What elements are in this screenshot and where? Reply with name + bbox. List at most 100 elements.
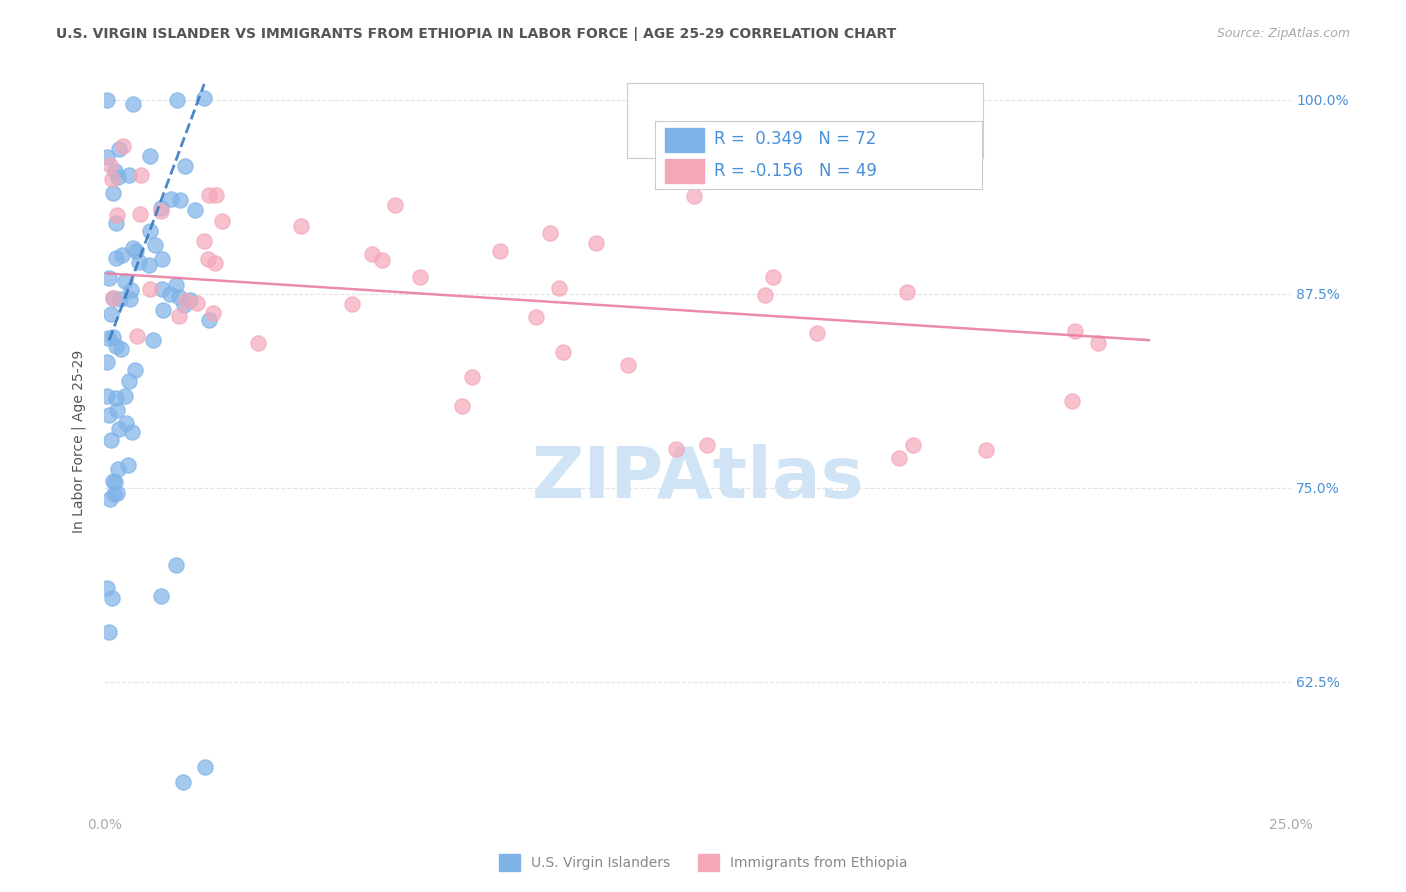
Point bbox=[159, 192, 181, 206]
Point bbox=[118, 168, 141, 182]
Point bbox=[100, 591, 122, 606]
Point bbox=[105, 391, 128, 405]
Point bbox=[211, 214, 233, 228]
Point bbox=[340, 297, 363, 311]
Point bbox=[111, 248, 134, 262]
Point bbox=[194, 760, 217, 774]
Point bbox=[142, 333, 165, 347]
Point bbox=[1087, 336, 1109, 351]
Point bbox=[104, 163, 127, 178]
Point bbox=[204, 256, 226, 270]
Point bbox=[108, 143, 131, 157]
Point bbox=[205, 188, 228, 202]
Point bbox=[114, 388, 136, 402]
Point bbox=[152, 303, 174, 318]
Point bbox=[105, 403, 128, 417]
Point bbox=[165, 277, 187, 292]
Point bbox=[150, 589, 173, 603]
Point bbox=[761, 270, 783, 285]
Point bbox=[1064, 324, 1087, 338]
Point bbox=[665, 442, 688, 456]
Point bbox=[139, 224, 162, 238]
Point bbox=[128, 254, 150, 268]
Point bbox=[100, 491, 122, 506]
Point bbox=[551, 344, 574, 359]
Point bbox=[124, 363, 146, 377]
Point bbox=[903, 438, 925, 452]
Point bbox=[101, 330, 124, 344]
Point bbox=[179, 293, 201, 308]
Point bbox=[896, 285, 918, 299]
Point bbox=[683, 189, 706, 203]
Point bbox=[754, 288, 776, 302]
Point bbox=[96, 581, 118, 595]
Point bbox=[585, 235, 607, 250]
Point bbox=[150, 252, 173, 267]
Point bbox=[121, 425, 143, 440]
Point bbox=[96, 93, 118, 107]
Point bbox=[174, 293, 197, 308]
Text: R =  0.349   N = 72: R = 0.349 N = 72 bbox=[714, 130, 876, 148]
Point bbox=[696, 438, 718, 452]
Point bbox=[104, 216, 127, 230]
Point bbox=[197, 252, 219, 267]
Point bbox=[101, 291, 124, 305]
Point bbox=[450, 399, 472, 413]
Point bbox=[193, 234, 215, 248]
Point bbox=[1060, 394, 1083, 409]
Point bbox=[98, 408, 121, 422]
Point bbox=[100, 307, 122, 321]
Point bbox=[120, 283, 142, 297]
Point bbox=[461, 370, 484, 384]
Point bbox=[143, 238, 166, 252]
Legend: U.S. Virgin Islanders, Immigrants from Ethiopia: U.S. Virgin Islanders, Immigrants from E… bbox=[494, 848, 912, 876]
Point bbox=[384, 198, 406, 212]
Point bbox=[111, 139, 134, 153]
Point bbox=[489, 244, 512, 258]
Point bbox=[172, 775, 194, 789]
Point bbox=[129, 168, 152, 182]
Point bbox=[96, 355, 118, 369]
Point bbox=[129, 207, 152, 221]
Point bbox=[107, 421, 129, 435]
Point bbox=[103, 487, 125, 501]
Point bbox=[193, 91, 215, 105]
Point bbox=[150, 281, 173, 295]
Point bbox=[169, 290, 191, 304]
Point bbox=[124, 244, 146, 259]
Point bbox=[186, 296, 208, 310]
Point bbox=[806, 326, 828, 340]
Point bbox=[360, 246, 382, 260]
Point bbox=[167, 309, 190, 323]
Point bbox=[96, 389, 118, 403]
Point bbox=[169, 193, 191, 207]
Point bbox=[100, 433, 122, 447]
Y-axis label: In Labor Force | Age 25-29: In Labor Force | Age 25-29 bbox=[72, 350, 86, 533]
Point bbox=[889, 451, 911, 466]
Point bbox=[120, 292, 142, 306]
Point bbox=[98, 624, 121, 639]
Bar bbox=[665, 128, 704, 152]
Point bbox=[104, 251, 127, 265]
Point bbox=[165, 558, 187, 573]
Point bbox=[290, 219, 312, 233]
Point bbox=[974, 442, 997, 457]
Point bbox=[108, 292, 131, 306]
Point bbox=[96, 150, 118, 164]
Bar bbox=[665, 159, 704, 183]
Point bbox=[538, 226, 561, 240]
Point bbox=[107, 462, 129, 476]
Point bbox=[101, 291, 124, 305]
Point bbox=[524, 310, 547, 325]
Point bbox=[409, 270, 432, 285]
Point bbox=[173, 298, 195, 312]
Point bbox=[150, 201, 173, 215]
Text: ZIPAtlas: ZIPAtlas bbox=[531, 444, 865, 513]
Text: Source: ZipAtlas.com: Source: ZipAtlas.com bbox=[1216, 27, 1350, 40]
Point bbox=[117, 458, 139, 473]
Point bbox=[159, 287, 181, 301]
Point bbox=[110, 343, 132, 357]
Point bbox=[97, 331, 120, 345]
Text: R = -0.156   N = 49: R = -0.156 N = 49 bbox=[714, 162, 877, 180]
Point bbox=[105, 339, 128, 353]
